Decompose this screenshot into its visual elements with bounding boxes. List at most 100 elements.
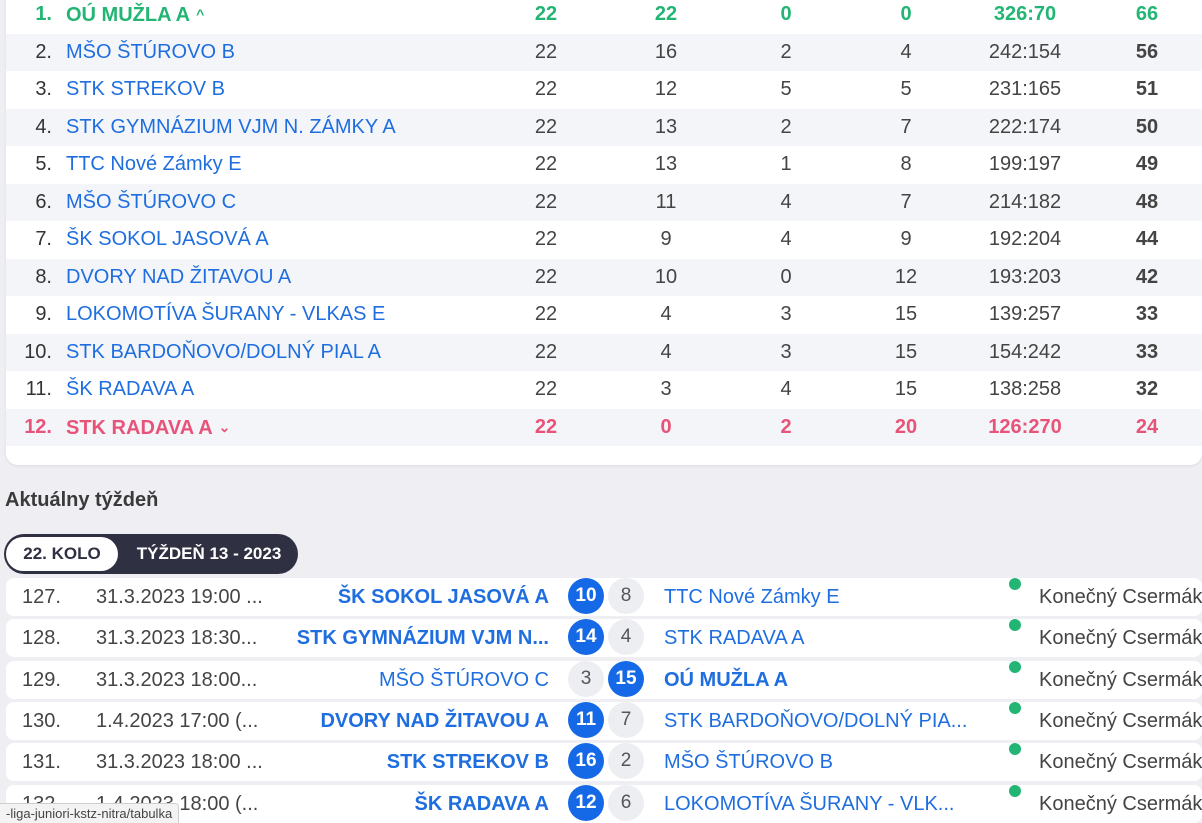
wins-cell: 11 — [655, 190, 677, 213]
rank-cell: 5. — [35, 153, 52, 175]
match-date: 31.3.2023 18:00... — [96, 668, 258, 691]
team-link[interactable]: STK BARDOŇOVO/DOLNÝ PIAL A — [66, 334, 381, 371]
away-team-link[interactable]: STK RADAVA A — [664, 627, 805, 650]
played-cell: 22 — [534, 265, 558, 288]
match-number: 130. — [22, 709, 61, 732]
status-dot-icon — [1009, 619, 1021, 632]
match-row[interactable]: 129. 31.3.2023 18:00... MŠO ŠTÚROVO C 3 15 OÚ… — [6, 660, 1202, 699]
played-cell: 22 — [534, 78, 558, 100]
home-team-link[interactable]: DVORY NAD ŽITAVOU A — [320, 709, 549, 732]
home-score: 12 — [568, 784, 604, 821]
team-name[interactable]: MŠO ŠTÚROVO B — [66, 40, 235, 63]
team-link[interactable]: STK GYMNÁZIUM VJM N. ZÁMKY A — [66, 109, 396, 146]
draws-cell: 2 — [780, 115, 792, 138]
status-dot-icon — [1009, 743, 1021, 756]
status-dot-icon — [1009, 578, 1021, 590]
team-link[interactable]: MŠO ŠTÚROVO B — [66, 34, 235, 71]
referee-name: Konečný Csermák — [1039, 751, 1202, 774]
score-cell: 242:154 — [988, 40, 1062, 63]
away-team-link[interactable]: MŠO ŠTÚROVO B — [664, 751, 833, 774]
team-link[interactable]: LOKOMOTÍVA ŠURANY - VLKAS E — [66, 296, 385, 333]
team-link[interactable]: MŠO ŠTÚROVO C — [66, 184, 236, 221]
points-cell: 24 — [1135, 415, 1159, 438]
played-cell: 22 — [534, 378, 558, 400]
away-team-link[interactable]: TTC Nové Zámky E — [664, 586, 840, 608]
status-dot-icon — [1009, 701, 1021, 714]
home-score: 14 — [568, 619, 604, 656]
team-link[interactable]: TTC Nové Zámky E — [66, 146, 242, 183]
losses-cell: 7 — [900, 190, 912, 213]
home-score: 11 — [568, 701, 604, 738]
draws-cell: 4 — [780, 378, 792, 400]
team-name[interactable]: MŠO ŠTÚROVO C — [66, 190, 237, 213]
losses-cell: 12 — [894, 265, 918, 288]
match-row[interactable]: 131. 31.3.2023 18:00 ... STK STREKOV B 16 2 M… — [6, 743, 1202, 782]
draws-cell: 0 — [780, 265, 792, 288]
home-team-link[interactable]: ŠK RADAVA A — [414, 792, 549, 815]
referee-name: Konečný Csermák — [1039, 709, 1202, 732]
rank-cell: 2. — [35, 40, 52, 63]
away-team-link[interactable]: STK BARDOŇOVO/DOLNÝ PIA... — [664, 709, 968, 732]
losses-cell: 20 — [894, 415, 918, 438]
team-name[interactable]: TTC Nové Zámky E — [66, 153, 242, 175]
score-cell: 231:165 — [988, 78, 1062, 100]
match-number: 128. — [22, 627, 61, 650]
played-cell: 22 — [534, 228, 558, 250]
team-name[interactable]: STK GYMNÁZIUM VJM N. ZÁMKY A — [66, 115, 396, 138]
team-name[interactable]: ŠK SOKOL JASOVÁ A — [66, 228, 269, 250]
home-team-link[interactable]: STK STREKOV B — [386, 751, 549, 774]
played-cell: 22 — [534, 190, 558, 213]
match-row[interactable]: 127. 31.3.2023 19:00 ... ŠK SOKOL JASOVÁ A… — [6, 578, 1202, 616]
losses-cell: 15 — [894, 378, 918, 400]
away-team-link[interactable]: LOKOMOTÍVA ŠURANY - VLK... — [664, 792, 955, 815]
losses-cell: 5 — [900, 78, 912, 100]
team-name[interactable]: STK STREKOV B — [66, 78, 225, 100]
referee-name: Konečný Csermák — [1039, 627, 1202, 650]
wins-cell: 0 — [660, 415, 672, 438]
team-link[interactable]: DVORY NAD ŽITAVOU A — [66, 259, 291, 296]
team-name[interactable]: STK RADAVA A — [66, 416, 213, 439]
team-link[interactable]: ŠK SOKOL JASOVÁ A — [66, 221, 269, 258]
team-name[interactable]: LOKOMOTÍVA ŠURANY - VLKAS E — [66, 303, 386, 325]
away-score: 7 — [608, 701, 644, 738]
team-link[interactable]: STK STREKOV B — [66, 71, 225, 108]
team-link[interactable]: ŠK RADAVA A — [66, 371, 194, 408]
team-name[interactable]: DVORY NAD ŽITAVOU A — [66, 265, 292, 288]
played-cell: 22 — [534, 40, 558, 63]
points-cell: 33 — [1135, 340, 1159, 363]
table-row: 3. STK STREKOV B 22 12 5 5 231:165 51 — [6, 71, 1202, 108]
match-row[interactable]: 132.1.4.2023 18:00 (...ŠK RADAVA A126LOK… — [6, 784, 1202, 823]
match-row[interactable]: 130. 1.4.2023 17:00 (... DVORY NAD ŽITAVOU… — [6, 701, 1202, 740]
draws-cell: 2 — [780, 415, 792, 438]
score-cell: 138:258 — [988, 378, 1062, 400]
match-row[interactable]: 128. 31.3.2023 18:30... STK GYMNÁZIUM VJM … — [6, 619, 1202, 658]
wins-cell: 3 — [660, 378, 672, 400]
points-cell: 56 — [1135, 40, 1159, 63]
tab-week[interactable]: TÝŽDEŇ 13 - 2023 — [136, 544, 282, 563]
draws-cell: 5 — [780, 78, 792, 100]
table-row: 7. ŠK SOKOL JASOVÁ A 22 9 4 9 192:204 44 — [6, 221, 1202, 258]
team-link[interactable]: STK RADAVA A ⌄ — [66, 409, 230, 447]
team-name[interactable]: ŠK RADAVA A — [66, 378, 195, 400]
table-row: 5. TTC Nové Zámky E 22 13 1 8 199:197 49 — [6, 146, 1202, 183]
away-team-link[interactable]: OÚ MUŽLA A — [664, 668, 789, 691]
home-team-link[interactable]: MŠO ŠTÚROVO C — [378, 668, 549, 691]
rank-cell: 4. — [35, 115, 52, 138]
tab-round[interactable]: 22. KOLO — [6, 537, 118, 571]
home-team-link[interactable]: STK GYMNÁZIUM VJM N... — [296, 627, 549, 650]
points-cell: 42 — [1135, 265, 1159, 288]
home-team-link[interactable]: ŠK SOKOL JASOVÁ A — [337, 586, 549, 608]
team-name[interactable]: OÚ MUŽLA A — [66, 4, 191, 26]
home-score: 3 — [568, 660, 604, 697]
losses-cell: 15 — [894, 340, 918, 363]
score-cell: 222:174 — [988, 115, 1062, 138]
rank-cell: 9. — [35, 303, 52, 325]
score-cell: 192:204 — [988, 228, 1062, 250]
rank-cell: 8. — [35, 265, 52, 288]
team-name[interactable]: STK BARDOŇOVO/DOLNÝ PIAL A — [66, 340, 381, 363]
draws-cell: 4 — [780, 228, 792, 250]
points-cell: 50 — [1135, 115, 1159, 138]
team-link[interactable]: OÚ MUŽLA A ^ — [66, 0, 204, 34]
rank-cell: 12. — [24, 415, 52, 438]
match-number: 131. — [22, 751, 61, 774]
